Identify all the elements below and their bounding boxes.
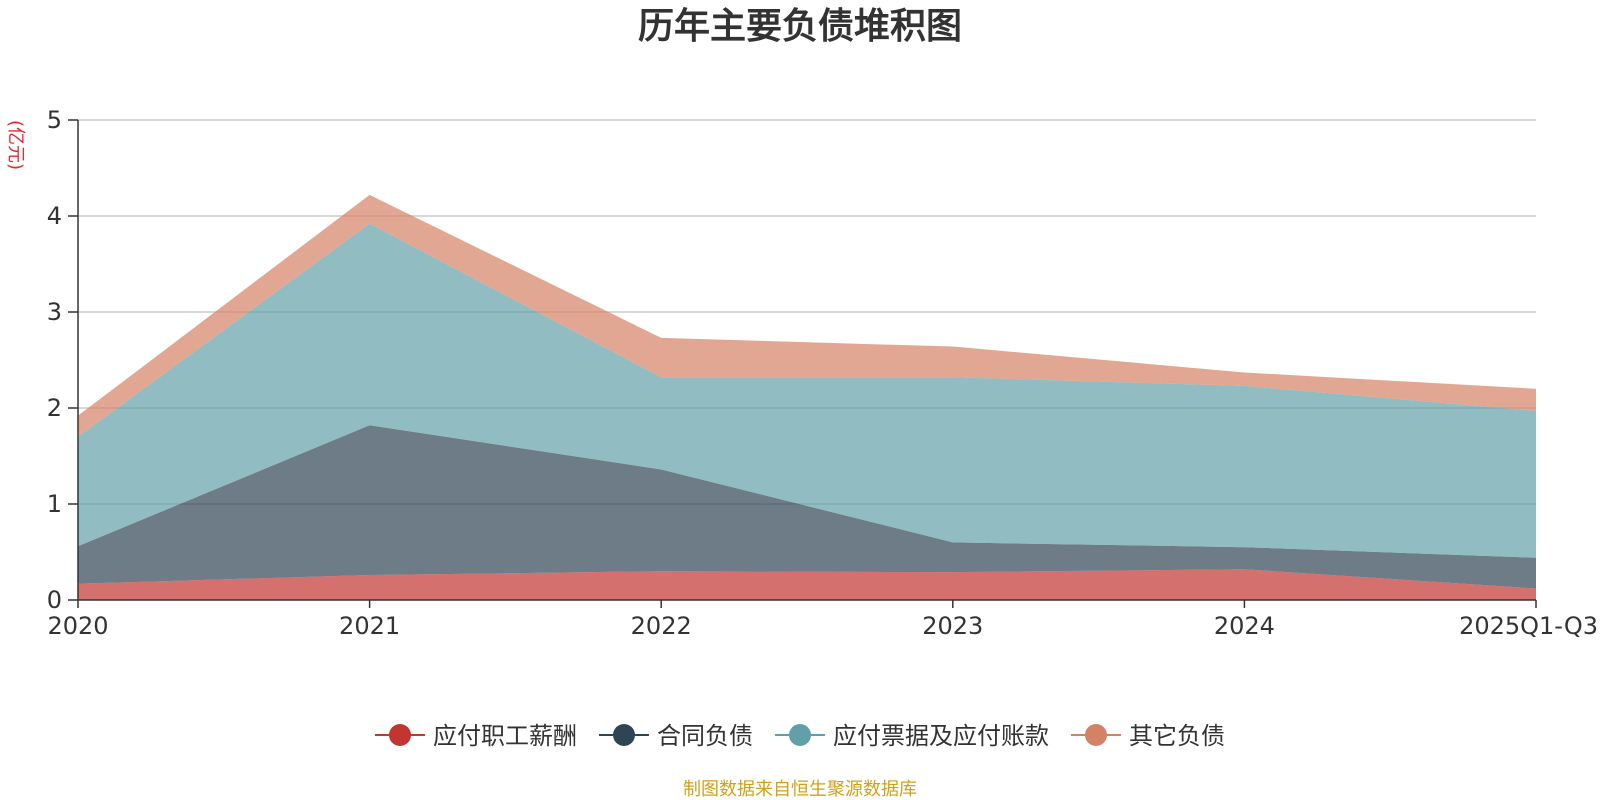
area-series-2: [78, 425, 1536, 589]
x-tick-label: 2020: [47, 612, 108, 640]
x-tick-label: 2021: [339, 612, 400, 640]
legend-label: 其它负债: [1129, 722, 1225, 750]
legend-dot-marker: [613, 724, 635, 746]
legend-dot-marker: [389, 724, 411, 746]
y-tick-label: 2: [47, 394, 62, 422]
data-source-note: 制图数据来自恒生聚源数据库: [683, 779, 917, 800]
x-tick-label: 2022: [631, 612, 692, 640]
y-tick-label: 4: [47, 202, 62, 230]
legend-item-1[interactable]: 应付职工薪酬: [375, 722, 577, 750]
legend-label: 应付票据及应付账款: [833, 722, 1049, 750]
y-tick-label: 0: [47, 586, 62, 614]
area-series-1: [78, 569, 1536, 600]
y-tick-label: 5: [47, 106, 62, 134]
stacked-areas: [78, 194, 1536, 600]
y-tick-labels: 0 1 2 3 4 5: [47, 106, 62, 614]
legend-item-3[interactable]: 应付票据及应付账款: [775, 722, 1049, 750]
area-series-3: [78, 223, 1536, 558]
legend-label: 合同负债: [657, 722, 753, 750]
legend-item-2[interactable]: 合同负债: [599, 722, 753, 750]
legend-dot-marker: [1085, 724, 1107, 746]
legend-item-4[interactable]: 其它负债: [1071, 722, 1225, 750]
y-tick-label: 3: [47, 298, 62, 326]
area-series-4: [78, 194, 1536, 437]
legend-label: 应付职工薪酬: [433, 722, 577, 750]
x-tick-label: 2023: [922, 612, 983, 640]
axes: [68, 119, 1537, 608]
legend: 应付职工薪酬 合同负债 应付票据及应付账款 其它负债: [375, 722, 1225, 750]
y-axis-unit-label: (亿元): [5, 120, 26, 170]
x-tick-label: 2024: [1214, 612, 1275, 640]
x-tick-labels: 2020 2021 2022 2023 2024 2025Q1-Q3: [47, 612, 1598, 640]
legend-dot-marker: [789, 724, 811, 746]
x-tick-label: 2025Q1-Q3: [1459, 612, 1598, 640]
chart-title: 历年主要负债堆积图: [638, 6, 962, 47]
y-tick-label: 1: [47, 490, 62, 518]
